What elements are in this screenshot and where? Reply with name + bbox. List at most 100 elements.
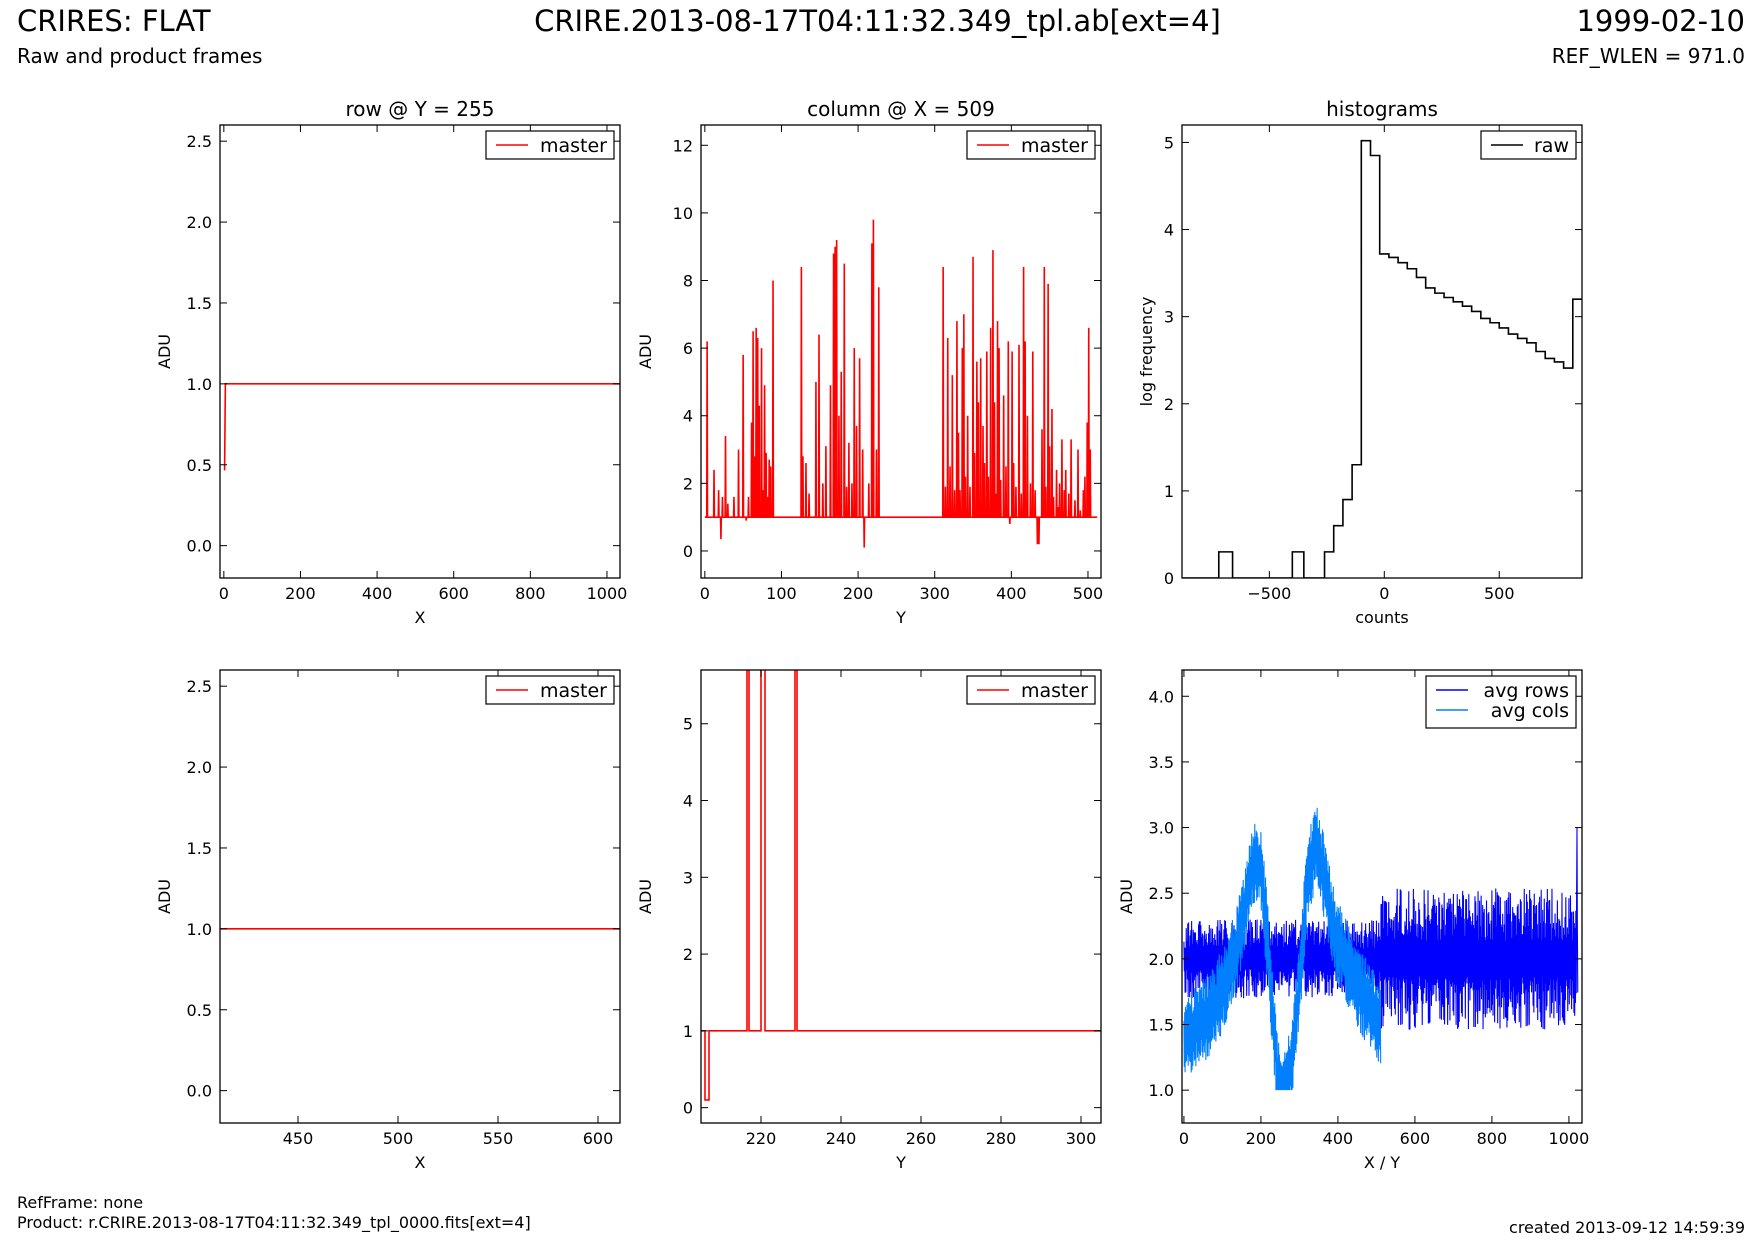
x-tick-label: 800 <box>515 584 546 603</box>
y-tick-label: 0.0 <box>187 1082 212 1101</box>
y-tick-label: 10 <box>673 204 693 223</box>
y-tick-label: 2.5 <box>187 132 212 151</box>
y-tick-label: 2 <box>1164 395 1174 414</box>
x-tick-label: 550 <box>483 1129 514 1148</box>
y-tick-label: 2 <box>683 474 693 493</box>
x-axis-label: X <box>415 608 426 627</box>
y-axis-label: ADU <box>155 334 174 369</box>
panel-title: histograms <box>1326 97 1438 121</box>
y-tick-label: 1.5 <box>187 839 212 858</box>
y-tick-label: 0 <box>683 542 693 561</box>
panel-1: row @ Y = 255 0 200 400 600 800 1000 0.0 0.5 1.0 1… <box>155 97 627 627</box>
y-tick-label: 1.0 <box>1149 1081 1174 1100</box>
y-tick-label: 5 <box>683 715 693 734</box>
x-tick-label: 300 <box>1066 1129 1097 1148</box>
legend-entry: avg rows <box>1484 680 1569 702</box>
y-tick-label: 1.0 <box>187 375 212 394</box>
page-title-date: 1999-02-10 <box>1576 4 1745 38</box>
axes-frame <box>700 669 1102 1124</box>
y-tick-label: 3 <box>683 868 693 887</box>
series-master <box>701 670 1101 1101</box>
footer-product: Product: r.CRIRE.2013-08-17T04:11:32.349… <box>17 1213 531 1232</box>
x-tick-label: 400 <box>362 584 393 603</box>
axes-frame <box>1181 669 1583 1124</box>
x-axis-label: X / Y <box>1364 1153 1401 1172</box>
page-title-instrument: CRIRES: FLAT <box>17 4 211 38</box>
x-tick-label: 1000 <box>587 584 628 603</box>
legend: master <box>966 675 1096 705</box>
panel-6: 0 200 400 600 800 1000 1.0 1.5 2.0 2.5 3.0 3.5 4.0 X … <box>1117 669 1590 1172</box>
x-tick-label: 800 <box>1477 1129 1508 1148</box>
series-raw <box>1182 139 1582 578</box>
legend: master <box>485 130 615 160</box>
x-tick-label: 600 <box>438 584 469 603</box>
axes-frame <box>1181 124 1583 579</box>
y-tick-label: 1 <box>1164 482 1174 501</box>
legend: master <box>966 130 1096 160</box>
panel-title: row @ Y = 255 <box>346 97 495 121</box>
y-tick-label: 0 <box>1164 569 1174 588</box>
y-axis-label: ADU <box>155 879 174 914</box>
y-tick-label: 12 <box>673 136 693 155</box>
y-axis-label: ADU <box>1117 879 1136 914</box>
legend: raw <box>1480 130 1577 160</box>
y-tick-label: 4 <box>683 792 693 811</box>
legend: master <box>485 675 615 705</box>
x-tick-label: 1000 <box>1549 1129 1590 1148</box>
x-tick-label: 400 <box>1323 1129 1354 1148</box>
x-tick-label: 500 <box>1484 584 1515 603</box>
x-tick-label: 200 <box>1246 1129 1277 1148</box>
y-axis-label: ADU <box>636 879 655 914</box>
y-tick-label: 2.0 <box>187 213 212 232</box>
page-subtitle: Raw and product frames <box>17 44 263 68</box>
x-tick-label: 450 <box>283 1129 314 1148</box>
series-master <box>223 383 620 471</box>
x-tick-label: 100 <box>766 584 797 603</box>
y-tick-label: 2.5 <box>1149 884 1174 903</box>
y-tick-label: 3.5 <box>1149 753 1174 772</box>
panel-2: column @ X = 509 0 100 200 300 400 500 0 2 4 6 8 10 1… <box>636 97 1103 627</box>
legend-entry: master <box>1021 135 1088 157</box>
y-tick-label: 2 <box>683 945 693 964</box>
axes-frame <box>219 669 621 1124</box>
axes-frame <box>219 124 621 579</box>
y-tick-label: 0.5 <box>187 1001 212 1020</box>
y-tick-label: 1.0 <box>187 920 212 939</box>
legend-entry: master <box>540 680 607 702</box>
x-tick-label: 300 <box>919 584 950 603</box>
footer-created: created 2013-09-12 14:59:39 <box>1509 1218 1745 1237</box>
x-tick-label: 0 <box>219 584 229 603</box>
y-tick-label: 1.5 <box>187 294 212 313</box>
x-tick-label: 200 <box>843 584 874 603</box>
y-axis-label: log frequency <box>1137 297 1156 407</box>
y-tick-label: 4.0 <box>1149 687 1174 706</box>
x-tick-label: −500 <box>1247 584 1291 603</box>
x-tick-label: 260 <box>906 1129 937 1148</box>
panel-title: column @ X = 509 <box>807 97 995 121</box>
x-tick-label: 200 <box>285 584 316 603</box>
x-tick-label: 240 <box>826 1129 857 1148</box>
y-tick-label: 1 <box>683 1022 693 1041</box>
y-axis-label: ADU <box>636 334 655 369</box>
x-tick-label: 280 <box>986 1129 1017 1148</box>
x-axis-label: X <box>415 1153 426 1172</box>
y-tick-label: 4 <box>683 407 693 426</box>
y-tick-label: 8 <box>683 272 693 291</box>
y-tick-label: 4 <box>1164 221 1174 240</box>
x-tick-label: 500 <box>1073 584 1104 603</box>
legend-entry: raw <box>1534 135 1569 157</box>
panel-3: histograms −500 0 500 0 1 2 3 4 5 counts log freque… <box>1137 97 1583 627</box>
y-tick-label: 2.0 <box>187 758 212 777</box>
y-tick-label: 6 <box>683 339 693 358</box>
x-tick-label: 500 <box>383 1129 414 1148</box>
series-master <box>704 219 1098 548</box>
x-axis-label: counts <box>1355 608 1408 627</box>
legend-box <box>1425 675 1577 729</box>
x-tick-label: 0 <box>700 584 710 603</box>
series-avg-cols <box>1183 807 1382 1091</box>
y-tick-label: 3 <box>1164 308 1174 327</box>
page-title-filename: CRIRE.2013-08-17T04:11:32.349_tpl.ab[ext… <box>534 4 1221 38</box>
legend-entry: master <box>1021 680 1088 702</box>
legend-entry: avg cols <box>1491 700 1569 722</box>
